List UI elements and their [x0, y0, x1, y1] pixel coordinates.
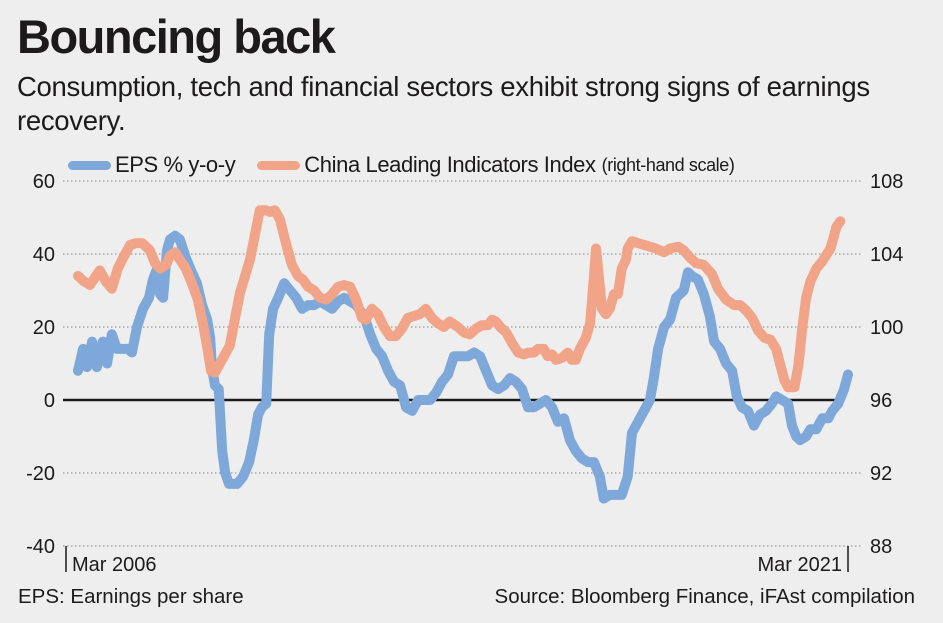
legend-label-eps: EPS % y-o-y [115, 152, 236, 177]
right-tick-label: 92 [870, 463, 892, 485]
legend-swatch-cli [257, 160, 301, 170]
left-tick-label: 40 [33, 244, 55, 266]
legend-item-eps: EPS % y-o-y [68, 152, 236, 178]
right-tick-label: 108 [870, 171, 903, 193]
left-tick-label: -20 [26, 463, 55, 485]
legend: EPS % y-o-y China Leading Indicators Ind… [68, 150, 757, 180]
series-line-cli [73, 205, 846, 393]
left-tick-label: 0 [44, 390, 55, 412]
legend-swatch-eps [68, 160, 111, 170]
legend-label-cli: China Leading Indicators Index [304, 152, 596, 177]
right-tick-label: 100 [870, 317, 903, 339]
legend-item-cli: China Leading Indicators Index (right-ha… [257, 152, 735, 178]
left-axis-ticks: 60 40 20 0 -20 -40 [26, 171, 55, 558]
x-tick-label: Mar 2006 [72, 554, 157, 576]
chart-title: Bouncing back [17, 10, 336, 63]
series-lines [73, 205, 853, 504]
chart-subtitle: Consumption, tech and financial sectors … [17, 71, 870, 136]
legend-note: (right-hand scale) [601, 154, 735, 175]
left-tick-label: -40 [26, 536, 55, 558]
x-axis: Mar 2006 Mar 2021 [65, 546, 849, 576]
right-tick-label: 88 [870, 536, 892, 558]
left-tick-label: 20 [33, 317, 55, 339]
x-tick-label: Mar 2021 [758, 554, 843, 576]
right-axis-ticks: 108 104 100 96 92 88 [870, 171, 903, 558]
footnote: EPS: Earnings per share [18, 585, 244, 608]
left-tick-label: 60 [33, 171, 55, 193]
right-tick-label: 104 [870, 244, 903, 266]
gridlines [63, 180, 862, 547]
source-note: Source: Bloomberg Finance, iFAst compila… [494, 585, 915, 608]
right-tick-label: 96 [870, 390, 892, 412]
